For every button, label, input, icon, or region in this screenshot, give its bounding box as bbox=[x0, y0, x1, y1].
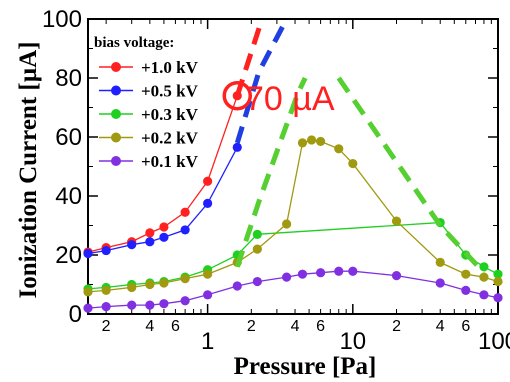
x-minor-tick-label: 2 bbox=[247, 318, 256, 335]
data-point bbox=[127, 240, 137, 250]
data-point bbox=[282, 272, 292, 282]
data-point bbox=[252, 229, 262, 239]
legend-swatch-marker bbox=[111, 132, 121, 143]
x-axis-title: Pressure [Pa] bbox=[234, 353, 377, 380]
data-point bbox=[348, 158, 358, 169]
data-point bbox=[306, 135, 317, 145]
y-tick-label: 0 bbox=[69, 301, 82, 328]
data-point bbox=[493, 269, 503, 279]
x-minor-tick-label: 6 bbox=[171, 318, 180, 335]
annotation-dashed-line bbox=[234, 76, 308, 268]
data-point bbox=[203, 198, 213, 208]
data-point bbox=[479, 262, 489, 272]
x-minor-tick-label: 6 bbox=[461, 318, 470, 335]
data-point bbox=[180, 296, 190, 306]
series-0-1-kV bbox=[83, 266, 503, 313]
data-point bbox=[203, 269, 213, 279]
highlight-circle bbox=[222, 80, 253, 111]
y-tick-label: 40 bbox=[55, 183, 82, 210]
x-minor-tick-label: 4 bbox=[436, 318, 445, 335]
data-point bbox=[435, 278, 445, 288]
data-point bbox=[83, 303, 93, 313]
y-tick-label: 100 bbox=[42, 6, 82, 33]
data-point bbox=[127, 282, 137, 293]
data-point bbox=[461, 285, 471, 295]
data-point bbox=[435, 257, 445, 267]
legend-swatch-marker bbox=[111, 156, 121, 166]
legend-label: +0.2 kV bbox=[141, 129, 199, 148]
data-point bbox=[334, 144, 344, 154]
data-point bbox=[316, 136, 326, 147]
x-minor-tick-label: 4 bbox=[145, 318, 154, 335]
legend-label: +1.0 kV bbox=[141, 58, 199, 77]
data-point bbox=[493, 293, 503, 303]
y-tick-label: 80 bbox=[55, 65, 82, 92]
data-point bbox=[316, 268, 326, 278]
data-point bbox=[101, 285, 111, 295]
y-axis-title: Ionization Current [µA] bbox=[15, 42, 42, 299]
data-point bbox=[334, 266, 344, 276]
annotation-label: 70 µA bbox=[245, 80, 335, 118]
data-point bbox=[145, 279, 155, 290]
x-minor-tick-label: 2 bbox=[102, 318, 111, 335]
legend-swatch-marker bbox=[111, 62, 121, 72]
data-point bbox=[348, 266, 358, 276]
x-minor-tick-label: 4 bbox=[291, 318, 300, 335]
data-point bbox=[159, 299, 169, 309]
x-minor-tick-label: 6 bbox=[316, 318, 325, 335]
legend-item: +0.2 kV bbox=[99, 129, 199, 148]
x-tick-label: 1 bbox=[201, 328, 214, 355]
series-0-5-kV bbox=[83, 142, 242, 259]
data-point bbox=[203, 176, 213, 186]
data-point bbox=[159, 232, 169, 242]
data-point bbox=[145, 237, 155, 247]
data-point bbox=[145, 228, 155, 238]
data-point bbox=[297, 269, 308, 279]
data-point bbox=[493, 276, 503, 287]
data-point bbox=[282, 219, 292, 229]
legend-item: +1.0 kV bbox=[99, 58, 199, 77]
y-tick-label: 60 bbox=[55, 124, 82, 151]
legend-item: +0.3 kV bbox=[99, 105, 199, 124]
legend-item: +0.5 kV bbox=[99, 82, 199, 101]
data-point bbox=[232, 142, 242, 152]
legend-swatch-marker bbox=[111, 85, 121, 96]
x-tick-label: 100 bbox=[478, 328, 510, 355]
data-point bbox=[101, 245, 111, 256]
data-point bbox=[479, 290, 489, 300]
data-point bbox=[391, 216, 402, 226]
legend-label: +0.3 kV bbox=[141, 105, 199, 124]
data-point bbox=[101, 302, 111, 312]
data-point bbox=[83, 287, 93, 297]
data-point bbox=[203, 290, 213, 300]
legend-swatch-marker bbox=[111, 109, 121, 119]
data-point bbox=[127, 300, 137, 310]
data-point bbox=[83, 248, 93, 259]
data-point bbox=[145, 300, 155, 310]
legend-title: bias voltage: bbox=[94, 35, 174, 51]
y-tick-label: 20 bbox=[55, 242, 82, 269]
data-point bbox=[159, 222, 169, 232]
annotation-dashed-line bbox=[336, 76, 486, 275]
data-point bbox=[252, 244, 262, 254]
annotation-dashed-line bbox=[234, 17, 289, 144]
data-point bbox=[297, 138, 308, 148]
data-point bbox=[232, 281, 242, 291]
legend-label: +0.5 kV bbox=[141, 82, 199, 101]
x-minor-tick-label: 2 bbox=[392, 318, 401, 335]
data-point bbox=[252, 276, 262, 287]
data-point bbox=[461, 269, 471, 279]
data-point bbox=[180, 207, 190, 217]
data-point bbox=[479, 272, 489, 282]
x-tick-label: 10 bbox=[339, 328, 366, 355]
legend-label: +0.1 kV bbox=[141, 152, 199, 171]
data-point bbox=[180, 225, 190, 235]
legend-item: +0.1 kV bbox=[99, 152, 199, 171]
data-point bbox=[159, 278, 169, 288]
data-point bbox=[391, 271, 402, 281]
data-point bbox=[180, 274, 190, 284]
series-0-2-kV bbox=[83, 135, 503, 297]
